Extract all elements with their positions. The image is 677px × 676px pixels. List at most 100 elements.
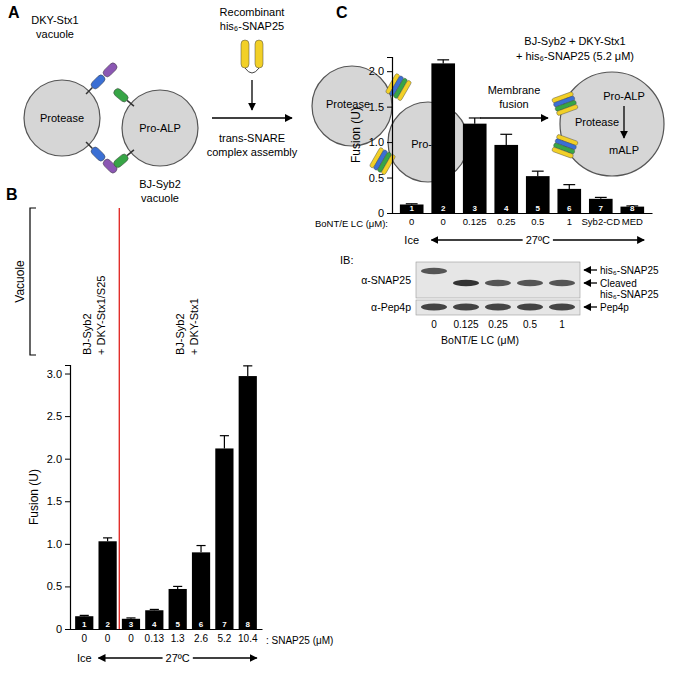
condition-label-bg [163, 652, 193, 664]
x-tick: 0.25 [497, 213, 516, 227]
step-label: fusion [499, 98, 528, 110]
reagent-label: Recombinant [220, 6, 285, 18]
y-tick-mark [387, 71, 392, 72]
bar-number: 3 [473, 204, 478, 213]
bar [122, 619, 140, 629]
x-tick: 0 [128, 629, 134, 644]
blot-band [485, 304, 511, 311]
y-tick: 1.5 [47, 495, 70, 507]
group-label: + DKY-Stx1 [188, 298, 200, 355]
arrow [623, 106, 624, 138]
lane-label: 0.125 [453, 319, 478, 330]
arrow [251, 80, 252, 110]
y-tick: 0.5 [47, 580, 70, 592]
snare-helix [397, 80, 412, 101]
bar-number: 5 [175, 620, 180, 629]
x-axis-title: : SNAP25 (μM) [266, 635, 333, 646]
blot-row-label: α-SNAP25 [361, 274, 411, 286]
y-tick-label: 3.0 [47, 368, 62, 380]
blot-band [517, 280, 543, 286]
band-arrow [584, 282, 597, 283]
blot-row-label: α-Pep4p [371, 301, 411, 313]
snare [83, 61, 118, 96]
x-tick: 10.4 [238, 629, 258, 644]
x-tick: 0.5 [531, 213, 544, 227]
y-tick: 1.0 [47, 538, 70, 550]
band-arrow [584, 269, 597, 270]
blot-band [549, 304, 575, 311]
snare-anchor [86, 142, 92, 148]
error-bar [569, 185, 570, 189]
x-tick-label: 0.13 [145, 633, 165, 644]
panel-c: C00.51.01.52.0Fusion (U)000.1250.250.51S… [315, 4, 653, 246]
x-tick-label: 0 [128, 633, 134, 644]
snare-bundle [552, 91, 579, 115]
condition-label: 27ºC [166, 652, 190, 664]
x-tick: 1 [567, 213, 572, 227]
bar [400, 204, 424, 213]
y-tick-label: 2.5 [47, 410, 62, 422]
y-tick-label: 1.5 [369, 101, 384, 113]
snare-helix [556, 104, 578, 116]
y-tick-mark [65, 416, 70, 417]
bar [75, 616, 93, 629]
figure: AProteasePro-ALPDKY-Stx1vacuoleBJ-Syb2va… [0, 0, 677, 676]
bar-number: 7 [222, 620, 227, 629]
y-tick-mark [387, 142, 392, 143]
lane-label: 0 [431, 319, 437, 330]
error-cap [80, 615, 89, 616]
vacuole [24, 80, 100, 156]
bar [431, 63, 455, 213]
y-tick-label: 1.5 [47, 495, 62, 507]
x-tick: MED [622, 213, 643, 227]
y-tick-mark [65, 544, 70, 545]
x-tick-label: 0 [409, 216, 414, 227]
error-bar [247, 366, 248, 376]
x-axis: 0000.131.32.65.210.4 [71, 629, 263, 644]
snap25-helix [241, 40, 249, 68]
error-cap [532, 171, 544, 172]
snap25-linker [245, 68, 259, 73]
vacuole [388, 102, 468, 182]
error-bar [506, 134, 507, 145]
plot-marks [75, 366, 257, 629]
y-tick: 0.5 [369, 172, 392, 184]
blot-band [421, 268, 447, 274]
blot-band [549, 280, 575, 286]
x-tick: 1.3 [171, 629, 185, 644]
y-tick: 0 [56, 623, 70, 635]
x-tick: 0.13 [145, 629, 165, 644]
bar-number: 1 [409, 204, 414, 213]
bar [145, 610, 163, 629]
blot-membrane [416, 300, 580, 315]
x-tick-label: MED [622, 216, 643, 227]
x-axis: 000.1250.250.51Syb2-CDMED [393, 213, 653, 227]
bar [169, 589, 187, 629]
vacuole [560, 72, 664, 176]
y-tick-mark [65, 629, 70, 630]
panel-label: A [8, 4, 20, 21]
snap25-helix [255, 40, 263, 68]
y-axis-line [65, 366, 71, 630]
vacuole [122, 90, 198, 166]
bar-number: 8 [630, 204, 635, 213]
band-arrow [584, 306, 597, 307]
panel-a: AProteasePro-ALPDKY-Stx1vacuoleBJ-Syb2va… [8, 4, 664, 204]
snare-helix [552, 147, 574, 159]
bar-number: 6 [199, 620, 204, 629]
x-tick: 0 [81, 629, 87, 644]
bar [589, 199, 613, 213]
y-tick-mark [65, 586, 70, 587]
lane-label: 1 [559, 319, 565, 330]
error-cap [103, 537, 112, 538]
snare-domain [102, 61, 119, 78]
bar-number: 2 [441, 204, 446, 213]
x-axis-line [393, 213, 653, 214]
blot-label: IB: [340, 254, 353, 266]
x-tick-label: 0.25 [497, 216, 516, 227]
x-tick-label: 0 [81, 633, 87, 644]
blot-band [453, 304, 479, 311]
error-cap [173, 586, 182, 587]
bar-number: 4 [152, 620, 157, 629]
vacuole-content: mALP [609, 144, 639, 156]
